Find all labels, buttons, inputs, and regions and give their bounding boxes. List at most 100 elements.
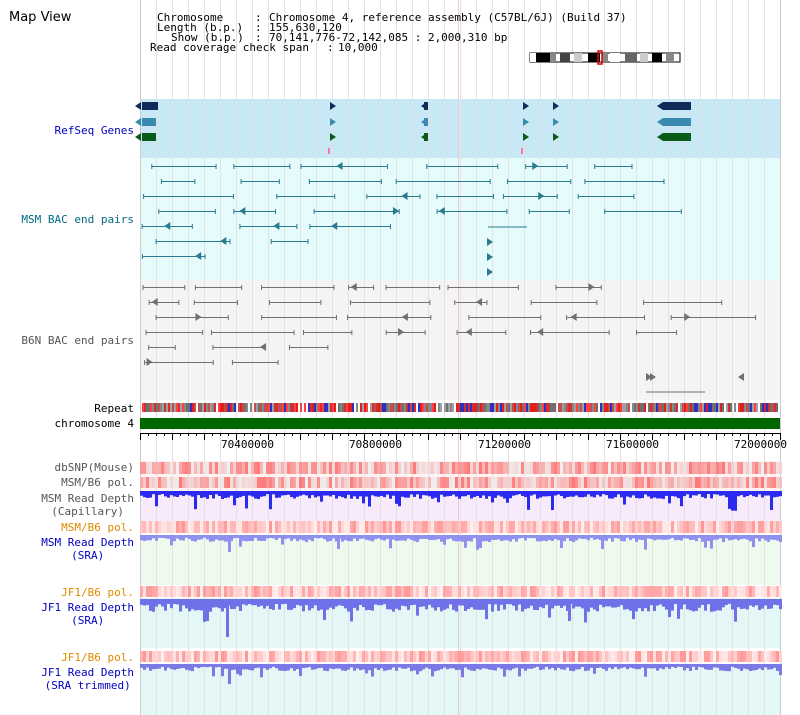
read-depth-bar bbox=[479, 664, 482, 670]
heat-segment bbox=[515, 651, 518, 662]
heat-segment bbox=[686, 586, 689, 597]
read-depth-bar bbox=[353, 664, 356, 671]
heat-segment bbox=[608, 462, 611, 474]
axis-tick-label: 70800000 bbox=[349, 438, 402, 451]
repeat-segment bbox=[526, 403, 528, 412]
read-depth-bar bbox=[173, 535, 176, 542]
read-depth-bar bbox=[611, 491, 614, 499]
read-depth-bar bbox=[764, 491, 767, 496]
read-depth-bar bbox=[497, 599, 500, 611]
read-depth-bar bbox=[317, 535, 320, 539]
heat-segment bbox=[506, 586, 509, 597]
heat-segment bbox=[218, 586, 221, 597]
read-depth-bar bbox=[518, 599, 521, 605]
repeat-segment bbox=[428, 403, 430, 412]
heat-segment bbox=[539, 521, 542, 533]
heat-segment bbox=[437, 477, 440, 488]
repeat-segment bbox=[566, 403, 568, 412]
repeat-segment bbox=[606, 403, 608, 412]
read-depth-bar bbox=[461, 664, 464, 678]
read-depth-bar bbox=[743, 664, 746, 669]
read-depth-bar bbox=[719, 535, 722, 539]
heat-segment bbox=[644, 651, 647, 662]
repeat-segment bbox=[230, 403, 232, 412]
heat-segment bbox=[188, 477, 191, 488]
heat-segment bbox=[212, 462, 215, 474]
read-depth-bar bbox=[314, 491, 317, 498]
repeat-segment bbox=[592, 403, 594, 412]
repeat-segment bbox=[172, 403, 174, 412]
heat-segment bbox=[719, 651, 722, 662]
msm-bac-end-pairs-track-label[interactable]: MSM BAC end pairs bbox=[21, 213, 134, 226]
heat-segment bbox=[620, 462, 623, 474]
heat-segment bbox=[257, 477, 260, 488]
heat-segment bbox=[779, 586, 782, 597]
repeat-segment bbox=[694, 403, 696, 412]
heat-segment bbox=[521, 651, 524, 662]
heat-segment bbox=[410, 651, 413, 662]
heat-segment bbox=[446, 521, 449, 533]
repeat-segment bbox=[772, 403, 774, 412]
repeat-segment bbox=[444, 403, 446, 412]
read-depth-bar bbox=[635, 664, 638, 670]
repeat-segment bbox=[624, 403, 626, 412]
heat-segment bbox=[260, 521, 263, 533]
refseq-genes-track-link[interactable]: RefSeq Genes bbox=[54, 124, 134, 137]
heat-segment bbox=[257, 521, 260, 533]
length-sep: : bbox=[255, 21, 262, 34]
heat-segment bbox=[380, 477, 383, 488]
heat-segment bbox=[455, 462, 458, 474]
heat-segment bbox=[239, 462, 242, 474]
b6n-bac-end-pairs-track-label[interactable]: B6N BAC end pairs bbox=[21, 334, 134, 347]
read-depth-bar bbox=[311, 599, 314, 609]
read-depth-bar bbox=[173, 491, 176, 497]
read-depth-bar bbox=[548, 599, 551, 618]
heat-segment bbox=[416, 521, 419, 533]
read-depth-bar bbox=[578, 664, 581, 670]
heat-segment bbox=[734, 462, 737, 474]
read-depth-bar bbox=[227, 491, 230, 498]
read-depth-bar bbox=[662, 535, 665, 540]
read-depth-bar bbox=[407, 664, 410, 668]
bac-end-arrow bbox=[331, 222, 338, 230]
read-depth-bar bbox=[464, 535, 467, 548]
read-depth-bar bbox=[473, 491, 476, 497]
repeat-segment bbox=[472, 403, 474, 412]
heat-segment bbox=[731, 477, 734, 488]
read-depth-bar bbox=[428, 599, 431, 605]
heat-segment bbox=[542, 477, 545, 488]
read-depth-bar bbox=[164, 664, 167, 671]
read-depth-bar bbox=[518, 491, 521, 495]
read-depth-bar bbox=[218, 664, 221, 667]
heat-segment bbox=[413, 462, 416, 474]
read-depth-bar bbox=[356, 664, 359, 669]
read-depth-bar bbox=[728, 535, 731, 541]
heat-segment bbox=[752, 477, 755, 488]
read-depth-bar bbox=[497, 535, 500, 540]
heat-segment bbox=[743, 586, 746, 597]
read-depth-bar bbox=[512, 491, 515, 496]
read-depth-bar bbox=[350, 535, 353, 542]
read-depth-bar bbox=[245, 491, 248, 509]
heat-segment bbox=[314, 477, 317, 488]
repeat-segment bbox=[638, 403, 640, 412]
read-depth-bar bbox=[314, 664, 317, 670]
heat-segment bbox=[191, 462, 194, 474]
heat-segment bbox=[746, 521, 749, 533]
heat-segment bbox=[674, 651, 677, 662]
read-depth-bar bbox=[740, 599, 743, 610]
heat-segment bbox=[491, 462, 494, 474]
heat-segment bbox=[362, 462, 365, 474]
read-depth-bar bbox=[332, 491, 335, 495]
heat-segment bbox=[152, 477, 155, 488]
heat-segment bbox=[146, 477, 149, 488]
read-depth-bar bbox=[158, 491, 161, 495]
heat-segment bbox=[668, 462, 671, 474]
bac-end-arrow bbox=[151, 298, 158, 306]
heat-segment bbox=[374, 477, 377, 488]
heat-segment bbox=[656, 462, 659, 474]
heat-segment bbox=[572, 651, 575, 662]
heat-segment bbox=[212, 651, 215, 662]
heat-segment bbox=[239, 586, 242, 597]
heat-segment bbox=[449, 586, 452, 597]
